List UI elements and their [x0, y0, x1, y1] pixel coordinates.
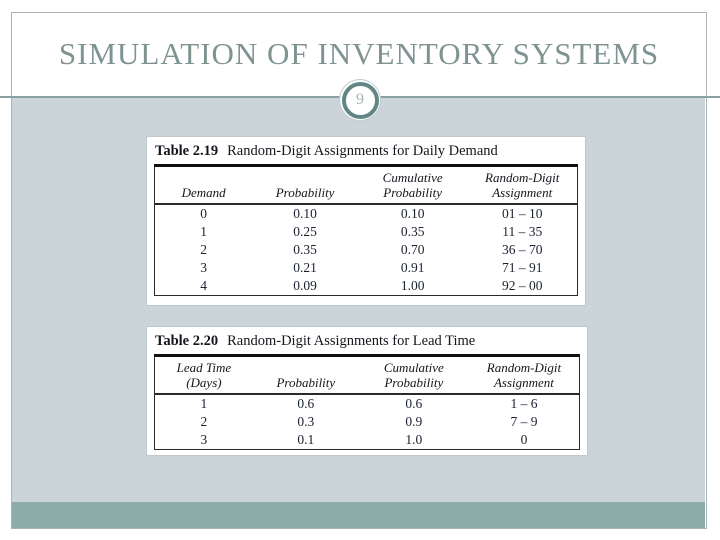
- table-cell: 0.10: [293, 206, 317, 221]
- table-2-19-image: Table 2.19 Random-Digit Assignments for D…: [147, 137, 585, 305]
- table-cell: 0.35: [293, 242, 317, 257]
- table-row: 0 0.10 0.10 01 – 10: [155, 204, 578, 223]
- table-cell: 71 – 91: [501, 260, 543, 275]
- table-row: 1 0.6 0.6 1 – 6: [155, 394, 580, 413]
- column-header: Cumulative Probability: [357, 165, 468, 205]
- column-header: Random-Digit Assignment: [468, 355, 580, 395]
- table-cell: 0.35: [400, 224, 425, 239]
- table-cell: 0.10: [400, 206, 425, 221]
- table-row: 2 0.3 0.9 7 – 9: [155, 413, 580, 431]
- table-2-20-title: Table 2.20 Random-Digit Assignments for L…: [147, 327, 587, 350]
- table-cell: 3: [200, 260, 208, 275]
- table-cell: 0.1: [297, 432, 315, 447]
- table-row: 4 0.09 1.00 92 – 00: [155, 277, 578, 296]
- table-cell: 0.70: [400, 242, 425, 257]
- table-row: 2 0.35 0.70 36 – 70: [155, 241, 578, 259]
- daily-demand-table: Demand Probability Cumulative Probability Ra…: [154, 164, 578, 296]
- table-cell: 1: [200, 396, 208, 411]
- table-cell: 0.09: [293, 278, 317, 293]
- table-2-20-label: Table 2.20: [155, 333, 219, 349]
- column-header: Cumulative Probability: [358, 355, 469, 395]
- slide-title: SIMULATION OF INVENTORY SYSTEMS: [58, 36, 660, 71]
- column-header: Demand: [154, 165, 253, 205]
- table-cell: 01 – 10: [501, 206, 543, 221]
- table-row: 3 0.1 1.0 0: [155, 431, 580, 450]
- table-2-19-label: Table 2.19: [155, 143, 219, 159]
- table-cell: 36 – 70: [501, 242, 543, 257]
- footer-bar: [12, 502, 705, 528]
- table-row: 3 0.21 0.91 71 – 91: [155, 259, 578, 277]
- table-cell: 0: [520, 432, 528, 447]
- table-cell: 1 – 6: [510, 396, 538, 411]
- page-number: 9: [341, 81, 379, 119]
- column-header: Probability: [252, 355, 359, 395]
- table-cell: 0.6: [405, 396, 423, 411]
- table-cell: 3: [200, 432, 208, 447]
- table-cell: 2: [200, 414, 208, 429]
- table-cell: 1.00: [400, 278, 425, 293]
- table-2-19-caption: Random-Digit Assignments for Daily Deman…: [227, 143, 498, 159]
- column-header: Probability: [252, 165, 358, 205]
- table-header-row: Lead Time (Days) Probability Cumulative Prob…: [154, 355, 580, 395]
- table-cell: 7 – 9: [510, 414, 538, 429]
- table-cell: 1: [200, 224, 208, 239]
- table-cell: 0.3: [297, 414, 315, 429]
- table-2-19-title: Table 2.19 Random-Digit Assignments for D…: [147, 137, 585, 160]
- table-cell: 92 – 00: [501, 278, 543, 293]
- table-cell: 1.0: [405, 432, 423, 447]
- column-header: Lead Time (Days): [154, 355, 253, 395]
- lead-time-table: Lead Time (Days) Probability Cumulative Prob…: [154, 354, 580, 450]
- page-number-badge: 9: [340, 80, 380, 120]
- table-cell: 0.25: [293, 224, 317, 239]
- table-cell: 0.6: [297, 396, 315, 411]
- column-header: Random-Digit Assignment: [467, 165, 578, 205]
- table-cell: 4: [200, 278, 208, 293]
- table-cell: 0.9: [405, 414, 423, 429]
- table-row: 1 0.25 0.35 11 – 35: [155, 223, 578, 241]
- table-cell: 0.21: [293, 260, 317, 275]
- table-cell: 11 – 35: [502, 224, 543, 239]
- table-2-20-caption: Random-Digit Assignments for Lead Time: [227, 333, 476, 349]
- table-2-20-image: Table 2.20 Random-Digit Assignments for L…: [147, 327, 587, 455]
- table-header-row: Demand Probability Cumulative Probability Ra…: [154, 165, 578, 205]
- table-cell: 0.91: [400, 260, 425, 275]
- table-cell: 0: [200, 206, 208, 221]
- table-cell: 2: [200, 242, 208, 257]
